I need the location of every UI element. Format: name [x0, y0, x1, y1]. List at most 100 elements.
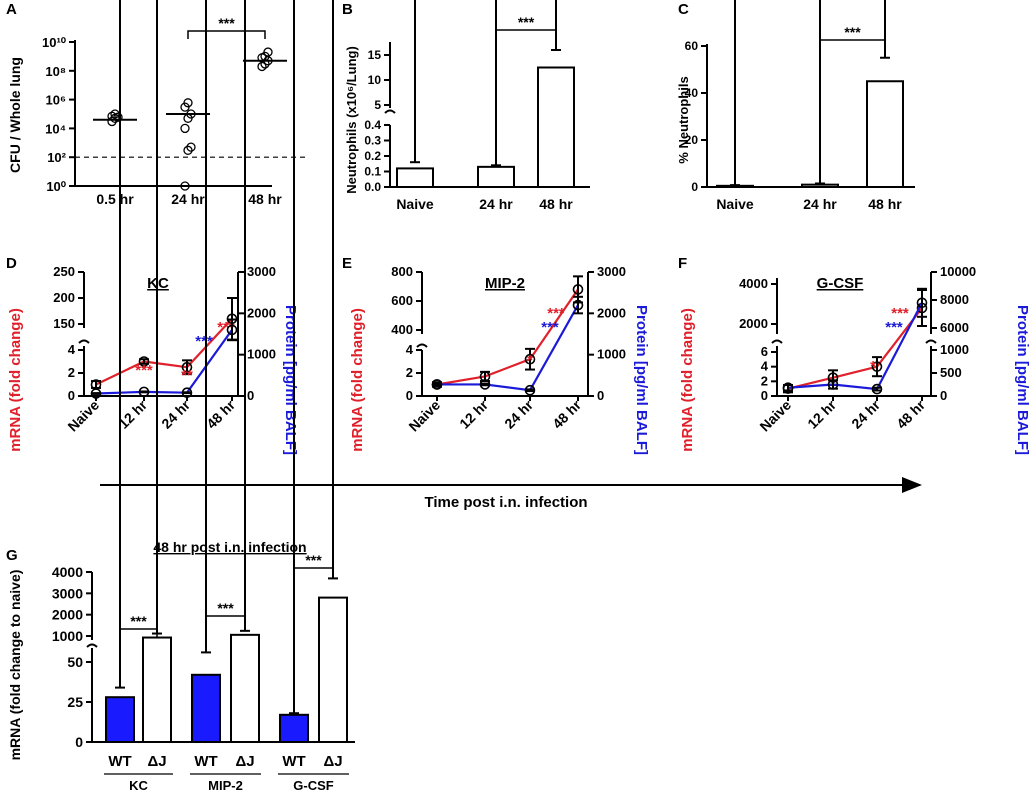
panel-d-series-mrna-point — [181, 361, 193, 373]
panel-b-significance-label: *** — [518, 14, 535, 30]
panel-a-y-tick-label: 10⁰ — [46, 179, 66, 194]
panel-a-y-tick-label: 10⁸ — [45, 64, 66, 79]
panel-a-data-point — [180, 181, 190, 191]
panel-e-x-tick-label: 24 hr — [501, 396, 536, 431]
panel-f-x-tick-label: 24 hr — [848, 396, 883, 431]
panel-f-series-protein-significance: *** — [885, 319, 903, 336]
panel-g-significance-label: *** — [217, 600, 234, 616]
panel-e-left-tick-label: 600 — [391, 293, 413, 308]
panel-b-bar — [477, 165, 515, 189]
panel-b-y-label: Neutrophils (x10⁶/Lung) — [344, 46, 359, 194]
panel-e-series-mrna-significance: * — [527, 352, 533, 369]
panel-f-left-tick-label: 2000 — [739, 316, 768, 331]
panel-d-left-tick-label: 4 — [68, 342, 76, 357]
panel-b-x-tick-label: 24 hr — [479, 196, 513, 212]
panel-g-y-tick-label: 4000 — [52, 564, 83, 580]
panel-b-y-tick-label: 0.4 — [364, 118, 381, 132]
panel-f-series-mrna-significance: *** — [891, 305, 909, 322]
panel-g-significance-bracket — [119, 628, 158, 637]
panel-c-significance-bracket — [819, 39, 886, 48]
panel-g-y-tick-label: 1000 — [52, 628, 83, 644]
panel-b-bar — [396, 167, 434, 188]
panel-d-right-tick-label: 3000 — [247, 264, 276, 279]
panel-g-y-label: mRNA (fold change to naive) — [7, 570, 23, 761]
panel-b-y-tick-label: 5 — [374, 98, 381, 112]
panel-g-bar-wt — [105, 696, 135, 744]
panel-c-significance-label: *** — [844, 24, 861, 40]
panel-g-y-tick-label: 0 — [75, 734, 83, 750]
panel-letter-g: G — [6, 547, 18, 564]
panel-b-y-tick-label: 10 — [368, 73, 382, 87]
panel-c-y-tick-label: 60 — [685, 39, 699, 53]
panel-g-condition-label: WT — [108, 753, 131, 770]
panel-c-y-tick-label: 20 — [685, 133, 699, 147]
panel-d-x-tick-label: 48 hr — [203, 396, 238, 431]
panel-d-series-mrna-significance: ** — [181, 367, 193, 384]
panel-d-left-tick-label: 150 — [53, 316, 75, 331]
panel-e-title: MIP-2 — [485, 275, 525, 292]
panel-e-right-tick-label: 0 — [597, 388, 604, 403]
panel-d-series-protein-point — [90, 388, 102, 399]
panel-e-left-tick-label: 800 — [391, 264, 413, 279]
panel-b-bar — [537, 66, 575, 188]
panel-e-series-protein-significance: *** — [541, 319, 559, 336]
panel-f-right-label: Protein [pg/ml BALF] — [1014, 305, 1031, 455]
panel-d-series-protein-point — [226, 324, 238, 336]
panel-a-data-point — [113, 112, 123, 122]
panel-a-x-tick-label: 48 hr — [248, 191, 282, 207]
panel-f-title: G-CSF — [817, 275, 864, 292]
panel-a-x-tick-label: 24 hr — [171, 191, 205, 207]
panel-letter-a: A — [6, 1, 17, 18]
panel-b-y-tick-label: 0.3 — [364, 134, 381, 148]
panel-b-y-tick-label: 0.0 — [364, 180, 381, 194]
panel-e-series-protein-line — [437, 304, 579, 392]
panel-e-series-mrna-significance: *** — [547, 305, 565, 322]
panel-a-y-tick-label: 10⁶ — [46, 93, 66, 108]
panel-letter-e: E — [342, 255, 352, 272]
panel-f-x-tick-label: 48 hr — [893, 396, 928, 431]
panel-g-significance-label: *** — [130, 613, 147, 629]
panel-e-x-tick-label: 48 hr — [549, 396, 584, 431]
panel-g-condition-label: ΔJ — [323, 753, 342, 770]
panel-f-right-tick-label: 0 — [940, 388, 947, 403]
panel-d-series-protein-significance: *** — [195, 333, 213, 350]
panel-f-series-protein-point — [871, 383, 883, 395]
panel-g-condition-label: ΔJ — [147, 753, 166, 770]
panel-a-data-point — [180, 123, 190, 134]
panel-a-y-label: CFU / Whole lung — [7, 57, 23, 173]
panel-f-series-protein-line — [787, 302, 923, 391]
panel-e-series-protein-point — [479, 379, 491, 390]
panel-d-right-label: Protein [pg/ml BALF] — [282, 305, 299, 455]
panel-f-left-tick-label: 2 — [761, 373, 768, 388]
panel-b-axis-break — [384, 109, 396, 114]
panel-a-data-point — [263, 47, 273, 57]
panel-d-series-protein-point — [138, 386, 150, 398]
panel-f-right-tick-label: 10000 — [940, 264, 976, 279]
panel-f-series-protein-point — [916, 297, 928, 309]
panel-e-left-tick-label: 4 — [406, 342, 414, 357]
panel-d-series-mrna-line — [95, 318, 233, 386]
panel-d-left-tick-label: 0 — [68, 388, 75, 403]
panel-e-x-tick-label: 12 hr — [456, 396, 491, 431]
panel-letter-b: B — [342, 1, 353, 18]
panel-g-condition-label: WT — [194, 753, 217, 770]
panel-g-group-label: KC — [129, 778, 148, 793]
panel-e-right-tick-label: 3000 — [597, 264, 626, 279]
panel-d-left-tick-label: 250 — [53, 264, 75, 279]
panel-e-left-label: mRNA (fold change) — [349, 308, 366, 452]
panel-d-right-tick-label: 1000 — [247, 347, 276, 362]
panel-g-significance-label: *** — [305, 552, 322, 568]
panel-f-series-protein-point — [782, 382, 794, 394]
panel-f-left-tick-label: 6 — [761, 344, 768, 359]
panel-g-group-label: MIP-2 — [208, 778, 243, 793]
panel-g-title: 48 hr post i.n. infection — [153, 539, 306, 555]
panel-e-series-mrna-point — [479, 371, 491, 382]
panel-e-series-protein-point — [524, 384, 536, 396]
panel-c-y-tick-label: 0 — [691, 180, 698, 194]
panel-c-x-tick-label: Naive — [716, 196, 754, 212]
panel-d-right-tick-label: 0 — [247, 388, 254, 403]
panel-f-right-tick-label: 6000 — [940, 320, 969, 335]
panel-f-right-axis-break — [925, 339, 937, 344]
panel-a-data-point — [257, 61, 267, 72]
panel-c-bar — [801, 183, 839, 188]
